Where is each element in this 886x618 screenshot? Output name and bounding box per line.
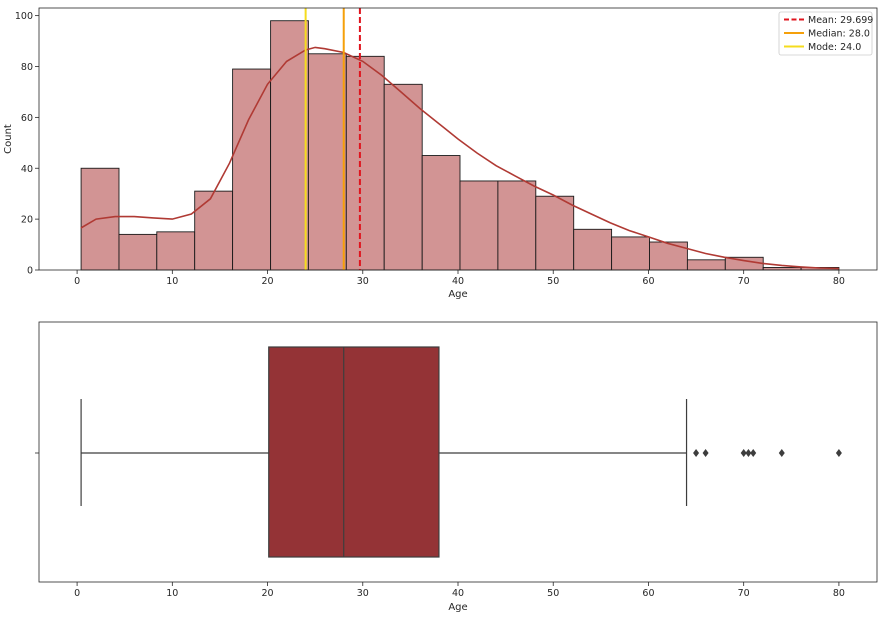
boxplot-outlier: [740, 449, 747, 457]
legend-label-mode: Mode: 24.0: [808, 42, 861, 53]
histogram-bar: [686, 259, 726, 271]
boxplot-x-tick-label: 50: [547, 588, 559, 599]
legend-label-median: Median: 28.0: [808, 29, 870, 40]
legend: Mean: 29.699 Median: 28.0 Mode: 24.0: [778, 11, 873, 56]
legend-frame: [778, 11, 873, 56]
histogram-x-tick-label: 40: [452, 276, 464, 287]
boxplot-x-tick-label: 0: [74, 588, 80, 599]
histogram-bar: [535, 195, 575, 271]
histogram-x-tick-label: 20: [261, 276, 273, 287]
boxplot-outlier: [745, 449, 752, 457]
boxplot-x-tick-label: 40: [452, 588, 464, 599]
histogram-bar: [345, 55, 385, 271]
boxplot-x-tick-label: 10: [166, 588, 178, 599]
histogram-bar: [649, 241, 688, 271]
histogram-y-axis-label: Count: [3, 124, 14, 154]
histogram-y-ticks: 0 20 40 60 80 100: [15, 11, 39, 277]
histogram-bar: [118, 233, 158, 271]
histogram-bar: [459, 180, 499, 271]
histogram-y-tick-label: 40: [21, 164, 33, 175]
histogram-bar: [307, 53, 347, 271]
histogram-x-tick-label: 80: [833, 276, 845, 287]
histogram-bar: [232, 68, 272, 271]
boxplot-outlier: [778, 449, 785, 457]
histogram-y-tick-label: 80: [21, 62, 33, 73]
histogram-x-axis-label: Age: [448, 289, 467, 300]
histogram-y-tick-label: 20: [21, 215, 33, 226]
histogram-bar: [573, 228, 613, 271]
histogram-bar: [421, 155, 461, 271]
histogram-bar: [497, 180, 537, 271]
histogram-x-tick-label: 0: [74, 276, 80, 287]
histogram-bar: [156, 231, 196, 271]
histogram-x-tick-label: 50: [547, 276, 559, 287]
kde-curve: [80, 46, 839, 270]
boxplot-x-tick-label: 70: [738, 588, 750, 599]
histogram-x-tick-label: 70: [738, 276, 750, 287]
boxplot-x-tick-label: 30: [357, 588, 369, 599]
boxplot-outlier: [693, 449, 700, 457]
boxplot-x-tick-label: 20: [261, 588, 273, 599]
histogram-bar: [270, 20, 309, 271]
boxplot-outlier: [750, 449, 757, 457]
histogram-bar: [194, 190, 234, 271]
boxplot-box: [268, 346, 440, 558]
boxplot-x-tick-label: 60: [642, 588, 654, 599]
boxplot-outlier: [835, 449, 842, 457]
histogram-y-tick-label: 60: [21, 113, 33, 124]
histogram-x-tick-label: 30: [357, 276, 369, 287]
histogram-bar: [383, 83, 423, 271]
histogram-panel: 0 10 20 30 40 50 60 70 80 0 20 40 60 80 100 Age Count…: [3, 7, 878, 300]
boxplot-x-ticks: 0 10 20 30 40 50 60 70 80: [74, 582, 845, 599]
histogram-y-tick-label: 100: [15, 11, 33, 22]
boxplot-panel: 0 10 20 30 40 50 60 70 80 Age: [35, 321, 878, 613]
reference-lines: [304, 8, 361, 270]
histogram-x-tick-label: 60: [642, 276, 654, 287]
boxplot-x-tick-label: 80: [833, 588, 845, 599]
histogram-bars: [80, 20, 840, 271]
boxplot-marks: [80, 346, 842, 558]
histogram-x-ticks: 0 10 20 30 40 50 60 70 80: [74, 270, 845, 287]
histogram-bar: [611, 236, 650, 271]
histogram-x-tick-label: 10: [166, 276, 178, 287]
legend-label-mean: Mean: 29.699: [808, 15, 873, 26]
boxplot-outlier: [702, 449, 709, 457]
boxplot-x-axis-label: Age: [448, 602, 467, 613]
histogram-y-tick-label: 0: [27, 266, 33, 277]
